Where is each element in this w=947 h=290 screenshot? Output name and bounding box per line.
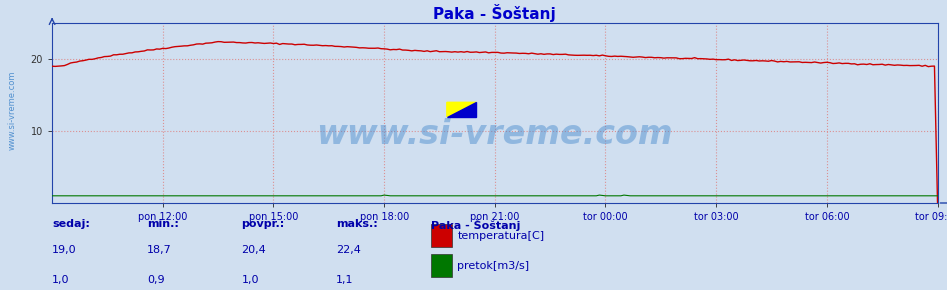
- Text: www.si-vreme.com: www.si-vreme.com: [8, 70, 17, 150]
- Text: 0,9: 0,9: [147, 276, 165, 285]
- Text: pretok[m3/s]: pretok[m3/s]: [457, 261, 529, 271]
- Text: Paka - Šoštanj: Paka - Šoštanj: [431, 219, 520, 231]
- Text: 20,4: 20,4: [241, 245, 266, 255]
- Text: sedaj:: sedaj:: [52, 219, 90, 229]
- Text: 18,7: 18,7: [147, 245, 171, 255]
- Bar: [431, 224, 452, 247]
- Text: min.:: min.:: [147, 219, 179, 229]
- Text: 1,1: 1,1: [336, 276, 353, 285]
- Title: Paka - Šoštanj: Paka - Šoštanj: [434, 4, 556, 22]
- Text: 19,0: 19,0: [52, 245, 77, 255]
- Text: temperatura[C]: temperatura[C]: [457, 231, 545, 241]
- Polygon shape: [447, 102, 476, 117]
- Text: 1,0: 1,0: [241, 276, 259, 285]
- Text: maks.:: maks.:: [336, 219, 378, 229]
- Bar: [431, 254, 452, 277]
- Text: www.si-vreme.com: www.si-vreme.com: [316, 118, 673, 151]
- Text: 1,0: 1,0: [52, 276, 69, 285]
- Polygon shape: [447, 102, 476, 117]
- Text: 22,4: 22,4: [336, 245, 361, 255]
- Text: povpr.:: povpr.:: [241, 219, 285, 229]
